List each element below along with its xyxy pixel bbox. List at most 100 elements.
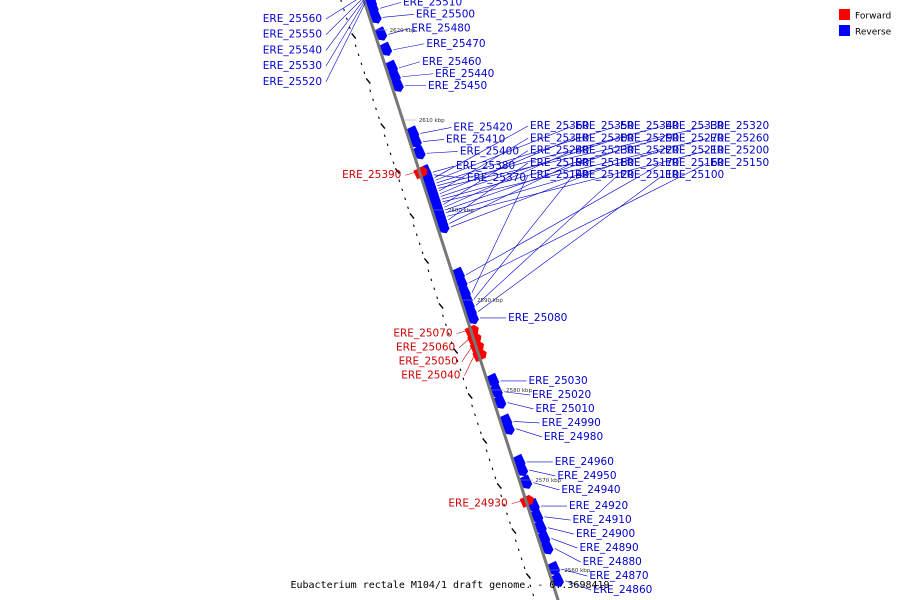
gene-label-ere-25040[interactable]: ERE_25040	[401, 370, 460, 382]
gene-ere-24940[interactable]	[519, 474, 534, 491]
gene-label-ere-25540[interactable]: ERE_25540	[263, 44, 322, 56]
gene-label-ere-24940[interactable]: ERE_24940	[561, 484, 620, 496]
gene-label-ere-25080[interactable]: ERE_25080	[508, 312, 567, 324]
leader-line	[438, 125, 709, 189]
backbone-tick	[485, 449, 488, 453]
gene-label-ere-25500[interactable]: ERE_25500	[416, 8, 475, 20]
gene-ere-24880[interactable]	[540, 540, 555, 557]
gene-label-ere-24990[interactable]: ERE_24990	[542, 417, 601, 429]
leader-line	[459, 338, 470, 348]
leader-line	[511, 500, 522, 505]
gene-label-ere-25120[interactable]: ERE_25120	[575, 169, 634, 181]
leader-line	[456, 330, 467, 334]
gene-label-ere-25360[interactable]: ERE_25360	[530, 120, 589, 132]
gene-label-ere-25150[interactable]: ERE_25150	[710, 157, 769, 169]
gene-label-ere-24930[interactable]: ERE_24930	[448, 498, 507, 510]
gene-ere-25500[interactable]	[368, 9, 383, 26]
gene-label-ere-25110[interactable]: ERE_25110	[620, 169, 679, 181]
gene-label-ere-24900[interactable]: ERE_24900	[576, 528, 635, 540]
gene-label-ere-25070[interactable]: ERE_25070	[393, 328, 452, 340]
gene-label-ere-25370[interactable]: ERE_25370	[467, 172, 526, 184]
gene-ere-24980[interactable]	[501, 420, 516, 437]
gene-label-ere-24860[interactable]: ERE_24860	[593, 584, 652, 596]
gene-label-ere-25400[interactable]: ERE_25400	[460, 145, 519, 157]
gene-label-ere-25550[interactable]: ERE_25550	[263, 29, 322, 41]
leader-line	[426, 151, 458, 154]
gene-label-ere-25390[interactable]: ERE_25390	[342, 169, 401, 181]
gene-label-ere-25210[interactable]: ERE_25210	[665, 145, 724, 157]
gene-label-ere-25140[interactable]: ERE_25140	[530, 169, 589, 181]
gene-label-ere-25410[interactable]: ERE_25410	[446, 133, 505, 145]
gene-ere-25470[interactable]	[379, 41, 394, 58]
leader-line	[393, 43, 425, 51]
gene-label-ere-25200[interactable]: ERE_25200	[710, 145, 769, 157]
gene-ere-25520[interactable]	[364, 0, 378, 11]
gene-label-ere-25350[interactable]: ERE_25350	[575, 120, 634, 132]
gene-label-ere-25240[interactable]: ERE_25240	[530, 145, 589, 157]
gene-label-ere-25010[interactable]: ERE_25010	[535, 403, 594, 415]
gene-label-ere-25320[interactable]: ERE_25320	[710, 120, 769, 132]
gene-label-ere-25290[interactable]: ERE_25290	[620, 132, 679, 144]
gene-label-ere-25520[interactable]: ERE_25520	[263, 76, 322, 88]
backbone-tick	[523, 566, 526, 570]
leader-line	[450, 162, 619, 228]
backbone-tick-marks	[340, 0, 535, 597]
gene-label-ere-25220[interactable]: ERE_25220	[620, 145, 679, 157]
gene-ere-24860[interactable]	[550, 572, 565, 589]
backbone-tick	[444, 323, 447, 327]
gene-ere-25410[interactable]	[408, 133, 423, 150]
backbone-tick	[467, 393, 473, 400]
gene-label-ere-24890[interactable]: ERE_24890	[579, 542, 638, 554]
legend-item-forward[interactable]: Forward	[839, 9, 891, 22]
gene-label-ere-25260[interactable]: ERE_25260	[710, 132, 769, 144]
forward-swatch	[839, 9, 850, 20]
gene-label-ere-25190[interactable]: ERE_25190	[530, 157, 589, 169]
gene-label-ere-24980[interactable]: ERE_24980	[544, 431, 603, 443]
gene-label-ere-25060[interactable]: ERE_25060	[396, 342, 455, 354]
leader-line	[443, 150, 529, 205]
gene-label-ere-25420[interactable]: ERE_25420	[453, 121, 512, 133]
leader-line	[439, 138, 574, 195]
gene-label-ere-25020[interactable]: ERE_25020	[532, 389, 591, 401]
legend-item-reverse[interactable]: Reverse	[839, 25, 892, 38]
gene-label-ere-25100[interactable]: ERE_25100	[665, 169, 724, 181]
gene-label-ere-25380[interactable]: ERE_25380	[456, 160, 515, 172]
gene-label-ere-25030[interactable]: ERE_25030	[528, 375, 587, 387]
gene-label-ere-25510[interactable]: ERE_25510	[403, 0, 462, 8]
gene-ere-24950[interactable]	[515, 461, 529, 478]
gene-label-ere-25480[interactable]: ERE_25480	[411, 22, 470, 34]
gene-label-ere-24920[interactable]: ERE_24920	[569, 500, 628, 512]
backbone-tick	[340, 0, 342, 3]
backbone-tick	[506, 512, 508, 516]
gene-label-ere-25530[interactable]: ERE_25530	[263, 60, 322, 72]
gene-label-ere-24870[interactable]: ERE_24870	[589, 570, 648, 582]
kbp-marker-label: 2560 kbp	[564, 568, 590, 574]
gene-label-ere-25450[interactable]: ERE_25450	[428, 80, 487, 92]
gene-ere-24870[interactable]	[547, 560, 562, 577]
gene-label-ere-25270[interactable]: ERE_25270	[665, 132, 724, 144]
leader-line	[379, 2, 402, 9]
gene-label-ere-25300[interactable]: ERE_25300	[575, 132, 634, 144]
gene-ere-25010[interactable]	[493, 394, 508, 411]
gene-ere-25080[interactable]	[465, 309, 480, 326]
gene-label-ere-25460[interactable]: ERE_25460	[422, 56, 481, 68]
gene-label-ere-25340[interactable]: ERE_25340	[620, 120, 679, 132]
gene-label-ere-25050[interactable]: ERE_25050	[399, 356, 458, 368]
gene-label-ere-25560[interactable]: ERE_25560	[263, 13, 322, 25]
leader-line	[447, 150, 709, 217]
gene-label-ere-24960[interactable]: ERE_24960	[555, 456, 614, 468]
gene-label-ere-25310[interactable]: ERE_25310	[530, 132, 589, 144]
gene-ere-25450[interactable]	[390, 77, 405, 94]
gene-label-ere-25230[interactable]: ERE_25230	[575, 145, 634, 157]
gene-label-ere-25330[interactable]: ERE_25330	[665, 120, 724, 132]
gene-label-ere-24950[interactable]: ERE_24950	[557, 470, 616, 482]
gene-label-ere-25160[interactable]: ERE_25160	[665, 157, 724, 169]
gene-ere-25170[interactable]	[436, 218, 451, 235]
gene-label-ere-24880[interactable]: ERE_24880	[583, 556, 642, 568]
gene-label-ere-25440[interactable]: ERE_25440	[435, 68, 494, 80]
gene-label-ere-25180[interactable]: ERE_25180	[575, 157, 634, 169]
gene-ere-25400[interactable]	[412, 145, 427, 161]
gene-label-ere-25470[interactable]: ERE_25470	[426, 38, 485, 50]
gene-label-ere-24910[interactable]: ERE_24910	[572, 514, 631, 526]
gene-label-ere-25170[interactable]: ERE_25170	[620, 157, 679, 169]
